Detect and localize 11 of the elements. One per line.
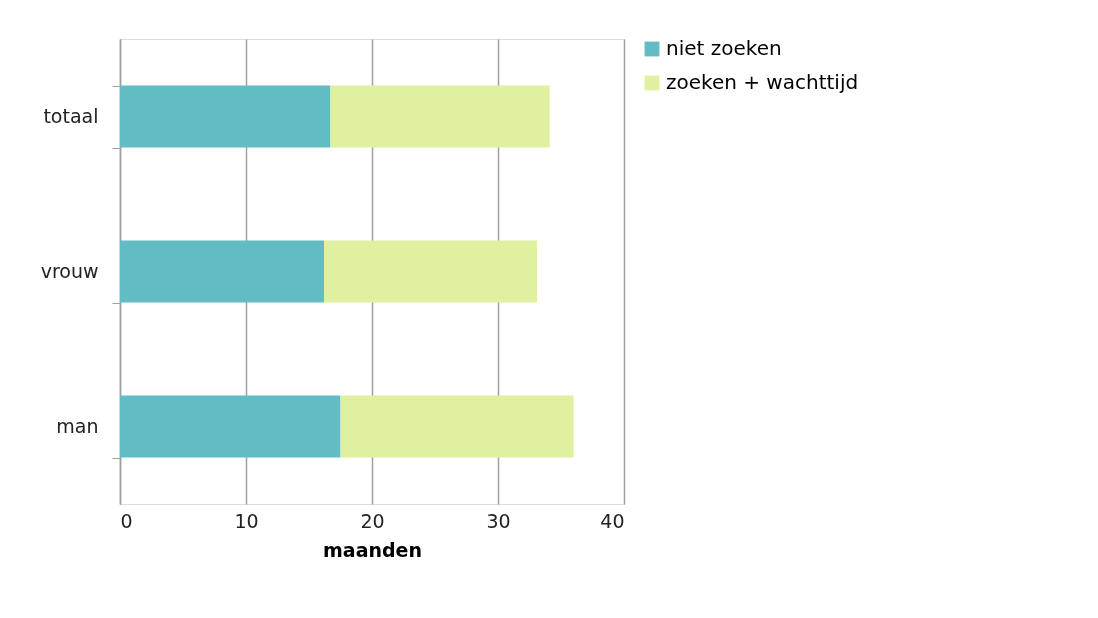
- legend-label: zoeken + wachttijd: [666, 70, 859, 94]
- x-tick-label: 10: [234, 509, 259, 532]
- x-axis-title: maanden: [323, 538, 422, 561]
- y-tick-label: vrouw: [40, 260, 99, 282]
- legend-label: niet zoeken: [666, 36, 782, 60]
- x-tick-label: 40: [600, 509, 625, 532]
- x-tick-label: 0: [120, 509, 133, 532]
- y-tick-label: totaal: [43, 105, 99, 127]
- x-tick-label: 30: [486, 509, 511, 532]
- y-tick-label: man: [56, 415, 99, 437]
- x-tick-label: 20: [360, 509, 385, 532]
